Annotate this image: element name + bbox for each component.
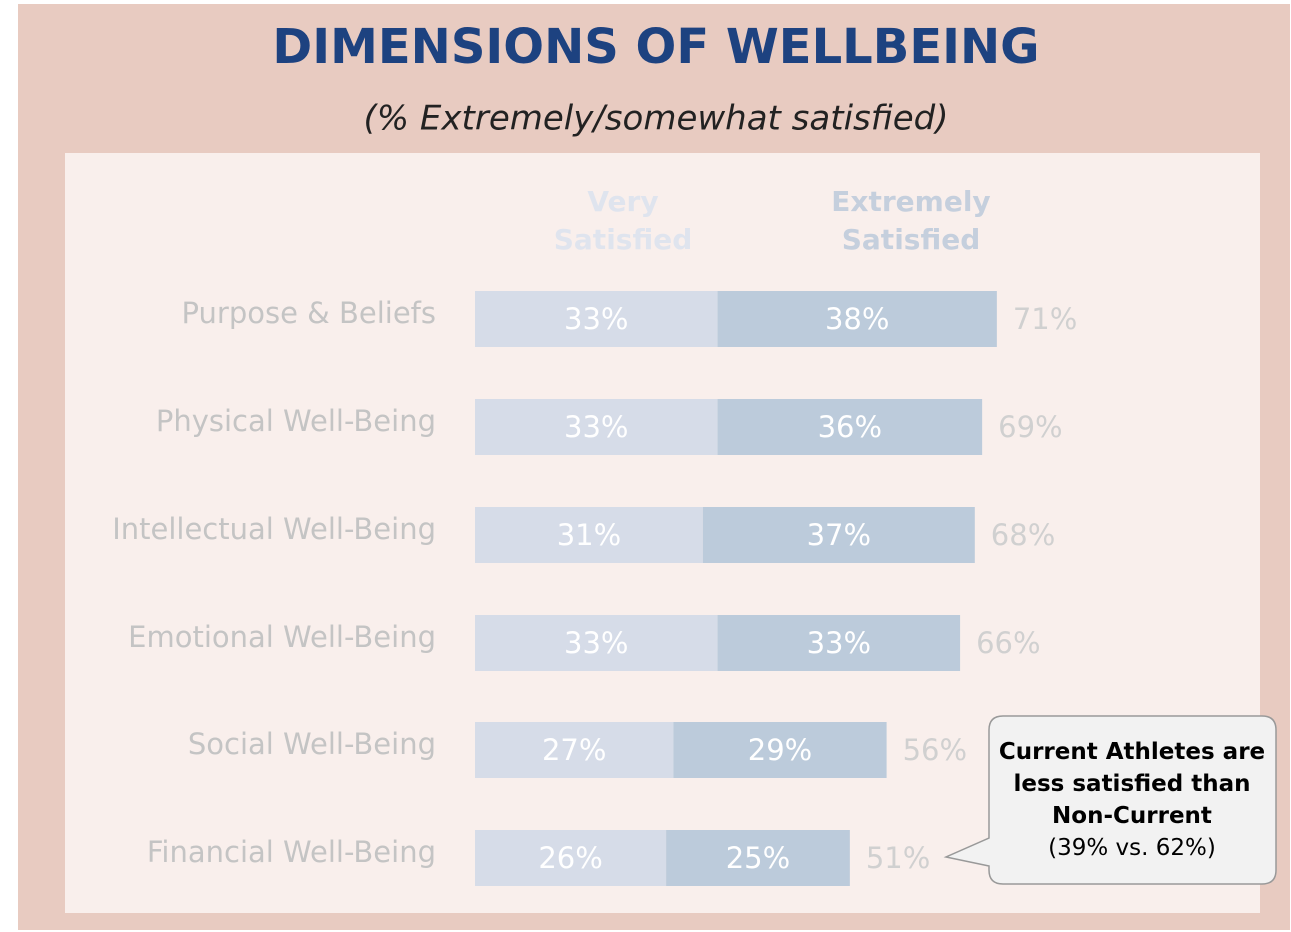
bar-segment (702, 507, 975, 563)
category-label: Physical Well-Being (156, 404, 436, 438)
callout: Current Athletes are less satisfied than… (998, 736, 1266, 864)
value-label: 26% (538, 841, 602, 875)
legend-entry: Extremely Satisfied (831, 185, 991, 256)
bar-segment (717, 615, 961, 671)
legend-entry: Very Satisfied (553, 185, 693, 256)
value-label: 37% (807, 518, 871, 552)
total-label: 56% (903, 733, 967, 767)
bar-segment (475, 615, 718, 671)
value-label: 36% (818, 410, 882, 444)
callout-detail: (39% vs. 62%) (1048, 835, 1216, 861)
bar-segment (666, 830, 850, 886)
category-label: Financial Well-Being (147, 835, 436, 869)
total-label: 66% (976, 626, 1040, 660)
value-label: 27% (542, 733, 606, 767)
bar-segment (475, 830, 667, 886)
bar-segment (475, 291, 718, 347)
bar-segment (475, 507, 703, 563)
bar-segment (673, 722, 887, 778)
value-label: 33% (564, 410, 628, 444)
total-label: 69% (998, 410, 1062, 444)
total-label: 68% (991, 518, 1055, 552)
category-label: Purpose & Beliefs (182, 296, 436, 330)
value-label: 33% (564, 302, 628, 336)
bar-segment (475, 399, 718, 455)
callout-box (943, 715, 1277, 885)
value-label: 29% (748, 733, 812, 767)
bar-segment (717, 399, 983, 455)
chart-title: DIMENSIONS OF WELLBEING (272, 19, 1039, 75)
total-label: 51% (866, 841, 930, 875)
category-label: Intellectual Well-Being (112, 512, 436, 546)
value-label: 25% (726, 841, 790, 875)
category-label: Emotional Well-Being (128, 620, 436, 654)
bar-segment (475, 722, 674, 778)
total-label: 71% (1013, 302, 1077, 336)
value-label: 33% (564, 626, 628, 660)
value-label: 33% (807, 626, 871, 660)
value-label: 31% (557, 518, 621, 552)
callout-text: Current Athletes are less satisfied than… (998, 739, 1266, 829)
category-label: Social Well-Being (188, 727, 436, 761)
bar-segment (717, 291, 997, 347)
value-label: 38% (825, 302, 889, 336)
subtitle: (% Extremely/somewhat satisfied) (364, 99, 949, 139)
